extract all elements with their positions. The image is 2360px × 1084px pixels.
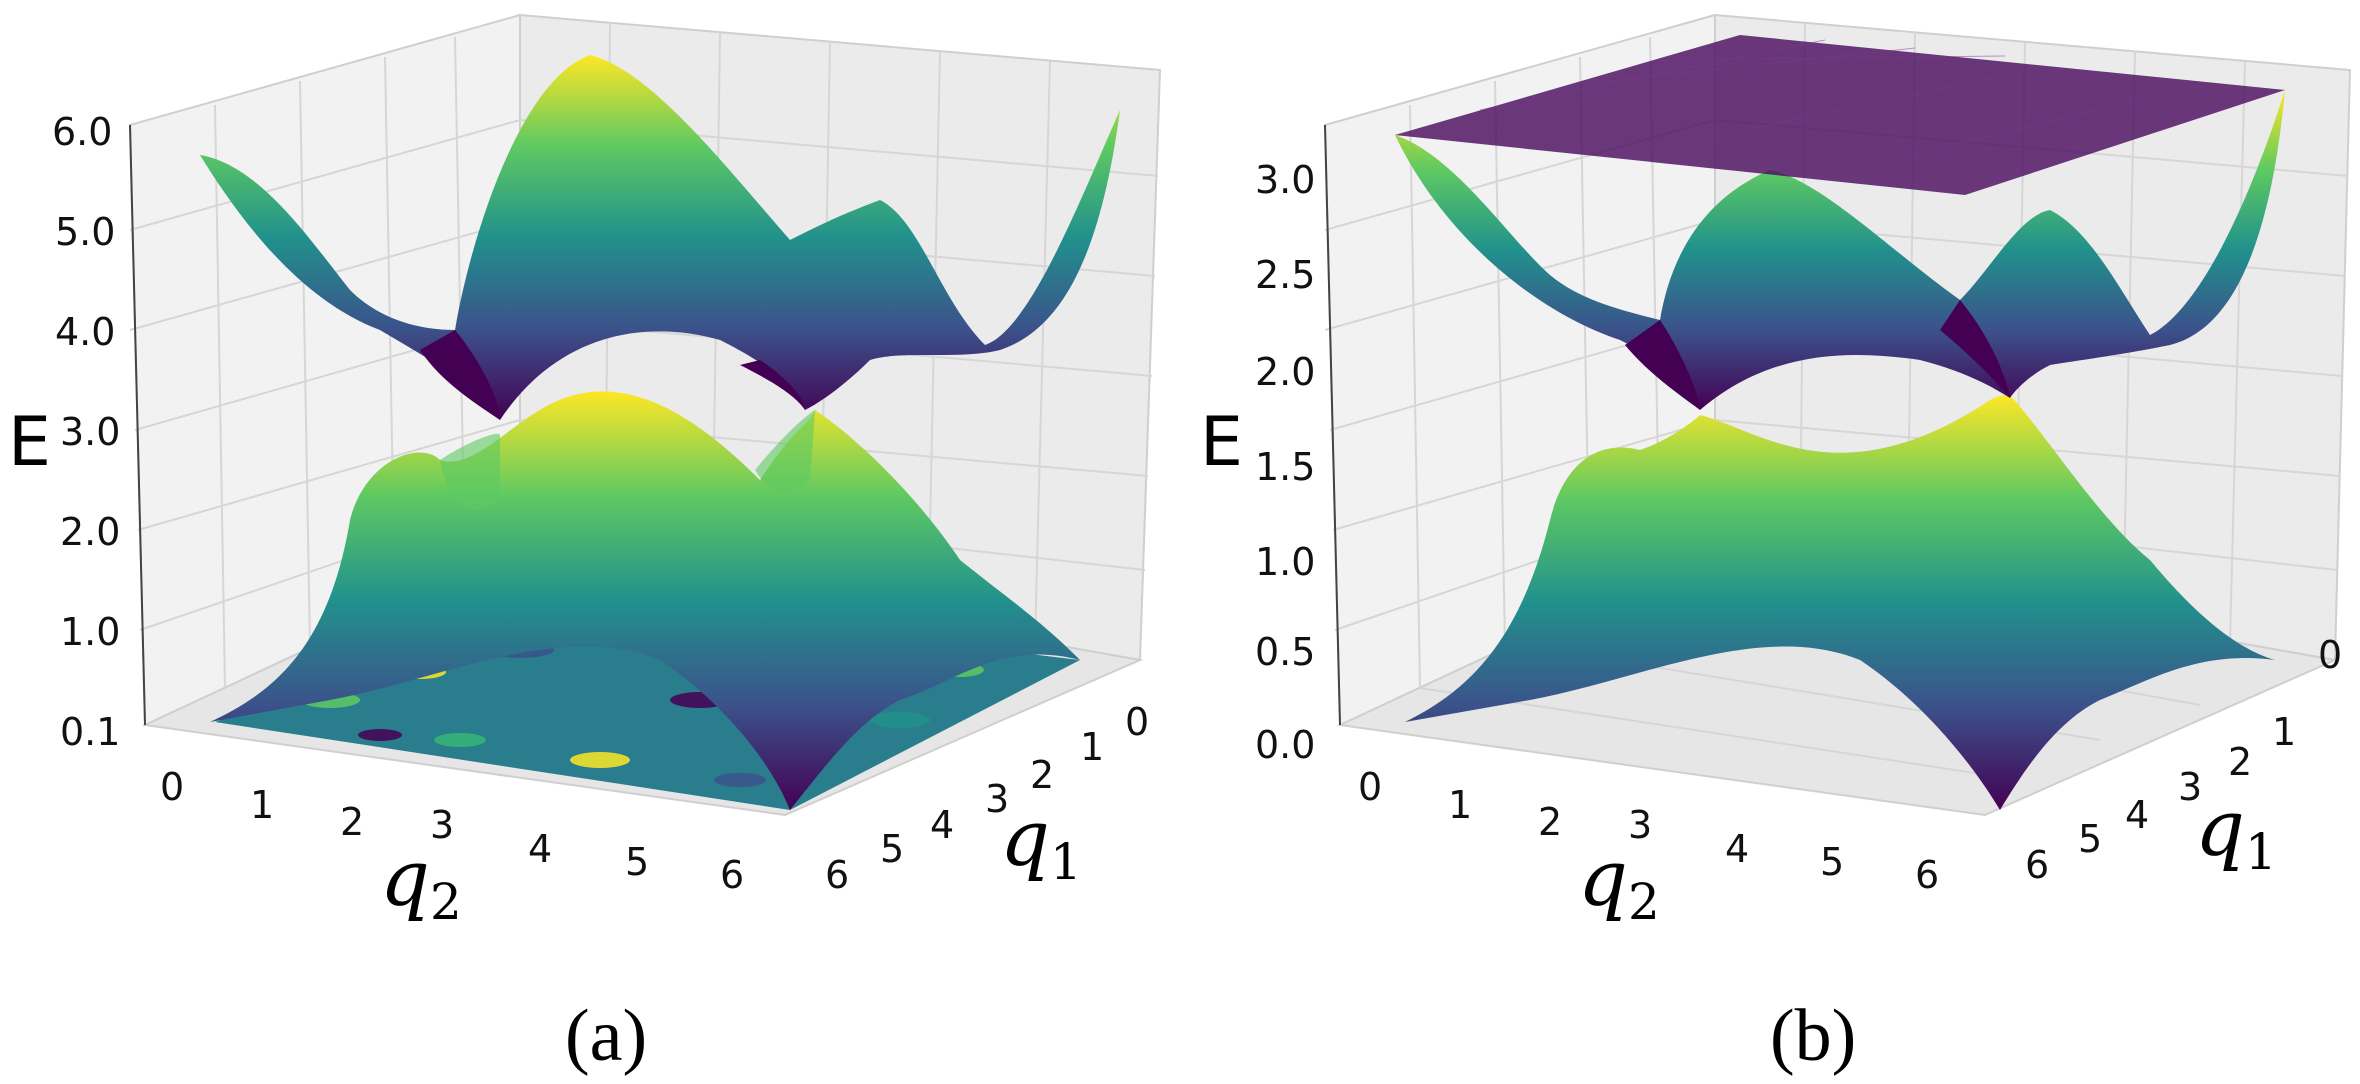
z-tick-label: 0.5: [1255, 630, 1315, 674]
y-tick-label: 6: [825, 853, 849, 897]
y-tick-label: 4: [930, 803, 954, 847]
z-tick-label: 2.0: [1255, 350, 1315, 394]
chart-panel-b: 0.0 0.5 1.0 1.5 2.0 2.5 3.0 E 0 1 2 3 4 …: [1200, 13, 2352, 1077]
y-tick-label: 4: [2125, 793, 2149, 837]
upper-band-surface-b: [1395, 90, 2285, 410]
z-tick-label: 3.0: [1255, 158, 1315, 202]
y-axis-label: q1: [2195, 784, 2277, 881]
flat-band-mesh-b: [1479, 39, 2201, 171]
x-axis-label: q2: [1578, 834, 1660, 931]
panel-label-b: (b): [1770, 995, 1856, 1077]
x-axis-label: q2: [380, 834, 462, 931]
x-tick-label: 2: [340, 800, 364, 844]
y-tick-label: 0: [1125, 700, 1149, 744]
z-tick-label: 1.0: [60, 610, 120, 654]
lower-band-top-a: [440, 410, 815, 510]
lower-band-surface-a: [210, 391, 1080, 810]
y-tick-label: 5: [2078, 817, 2102, 861]
chart-panel-a: 0.1 1.0 2.0 3.0 4.0 5.0 6.0 E 0 1 2 3 4 …: [8, 13, 1162, 1077]
y-tick-label: 0: [2318, 633, 2342, 677]
x-tick-label: 0: [1358, 765, 1382, 809]
x-tick-label: 2: [1538, 800, 1562, 844]
y-tick-label: 6: [2025, 843, 2049, 887]
panel-label-a: (a): [565, 995, 647, 1077]
z-axis-b: [1324, 124, 1341, 726]
x-tick-label: 5: [1820, 840, 1844, 884]
y-tick-label: 3: [985, 777, 1009, 821]
x-tick-label: 6: [1915, 853, 1939, 897]
y-tick-label: 5: [880, 827, 904, 871]
z-tick-label: 3.0: [60, 410, 120, 454]
z-tick-label: 1.5: [1255, 445, 1315, 489]
y-tick-label: 3: [2178, 765, 2202, 809]
z-tick-label: 0.0: [1255, 723, 1315, 767]
x-tick-label: 5: [625, 840, 649, 884]
flat-band-surface-b: [1395, 35, 2285, 195]
z-tick-label: 6.0: [52, 110, 112, 154]
z-axis-label: E: [1200, 403, 1243, 482]
z-tick-label: 2.0: [60, 510, 120, 554]
z-tick-label: 2.5: [1255, 253, 1315, 297]
y-tick-label: 2: [2228, 740, 2252, 784]
z-axis-label: E: [8, 403, 51, 482]
y-axis-label: q1: [1000, 794, 1082, 891]
x-tick-label: 4: [1725, 827, 1749, 871]
x-tick-label: 3: [1628, 803, 1652, 847]
y-tick-label: 1: [2272, 710, 2296, 754]
upper-band-surface-a: [200, 55, 1120, 420]
x-tick-label: 3: [430, 803, 454, 847]
lower-band-surface-b: [1405, 395, 2275, 810]
x-tick-label: 1: [250, 783, 274, 827]
z-tick-label: 4.0: [55, 310, 115, 354]
y-tick-label: 1: [1080, 725, 1104, 769]
x-tick-label: 1: [1448, 783, 1472, 827]
x-tick-label: 0: [160, 765, 184, 809]
upper-band-dip-a: [420, 330, 805, 420]
z-axis-a: [129, 124, 146, 726]
z-tick-label: 0.1: [60, 710, 120, 754]
y-tick-label: 2: [1030, 753, 1054, 797]
x-tick-label: 4: [528, 827, 552, 871]
x-tick-label: 6: [720, 853, 744, 897]
z-tick-label: 1.0: [1255, 540, 1315, 584]
z-tick-label: 5.0: [55, 210, 115, 254]
